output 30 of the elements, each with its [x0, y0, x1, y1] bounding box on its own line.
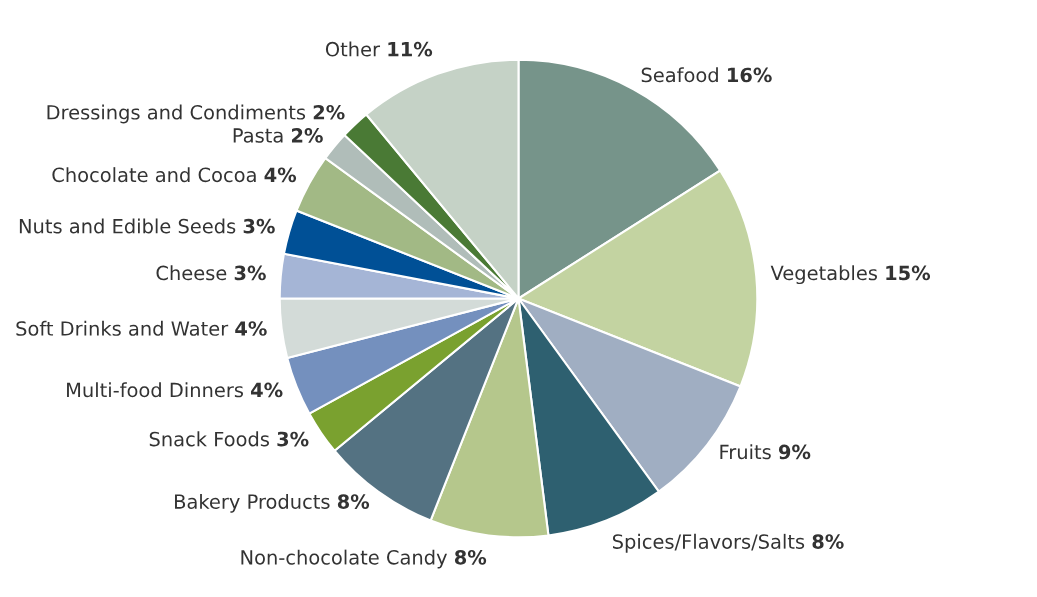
- data-label: 8%: [337, 494, 370, 509]
- slice-label: Non-chocolate Candy: [241, 549, 447, 569]
- slice-label: Other: [325, 41, 381, 57]
- data-label: 8%: [812, 534, 844, 549]
- slice-label: Pasta: [233, 128, 283, 143]
- slice-label: Seafood: [641, 67, 718, 83]
- data-label: 3%: [234, 265, 266, 281]
- data-label: 8%: [454, 549, 487, 565]
- slice-label: Cheese: [156, 265, 227, 281]
- slice-label: Snack Foods: [149, 431, 269, 447]
- data-label: 3%: [243, 218, 275, 234]
- data-label: 2%: [313, 104, 345, 120]
- slice-label: Multi-food Dinners: [67, 382, 244, 398]
- data-label: 2%: [291, 128, 323, 143]
- slice-label: Soft Drinks and Water: [16, 320, 229, 336]
- data-label: 16%: [728, 67, 772, 83]
- data-label: 4%: [235, 321, 267, 336]
- slice-label: Vegetables: [770, 265, 877, 285]
- slice-label: Fruits: [720, 444, 771, 460]
- slice-label: Chocolate and Cocoa: [52, 167, 256, 183]
- slice-label: Nuts and Edible Seeds: [19, 218, 236, 234]
- data-label: 3%: [277, 431, 309, 447]
- slice-label: Spices/Flavors/Salts: [612, 533, 805, 553]
- data-label: 15%: [886, 265, 931, 281]
- data-label: 11%: [388, 41, 433, 57]
- slice-label: Dressings and Condiments: [47, 104, 306, 124]
- data-label: 9%: [778, 444, 811, 460]
- data-label: 4%: [251, 382, 283, 398]
- slice-label: Bakery Products: [175, 493, 330, 513]
- data-label: 4%: [264, 167, 297, 183]
